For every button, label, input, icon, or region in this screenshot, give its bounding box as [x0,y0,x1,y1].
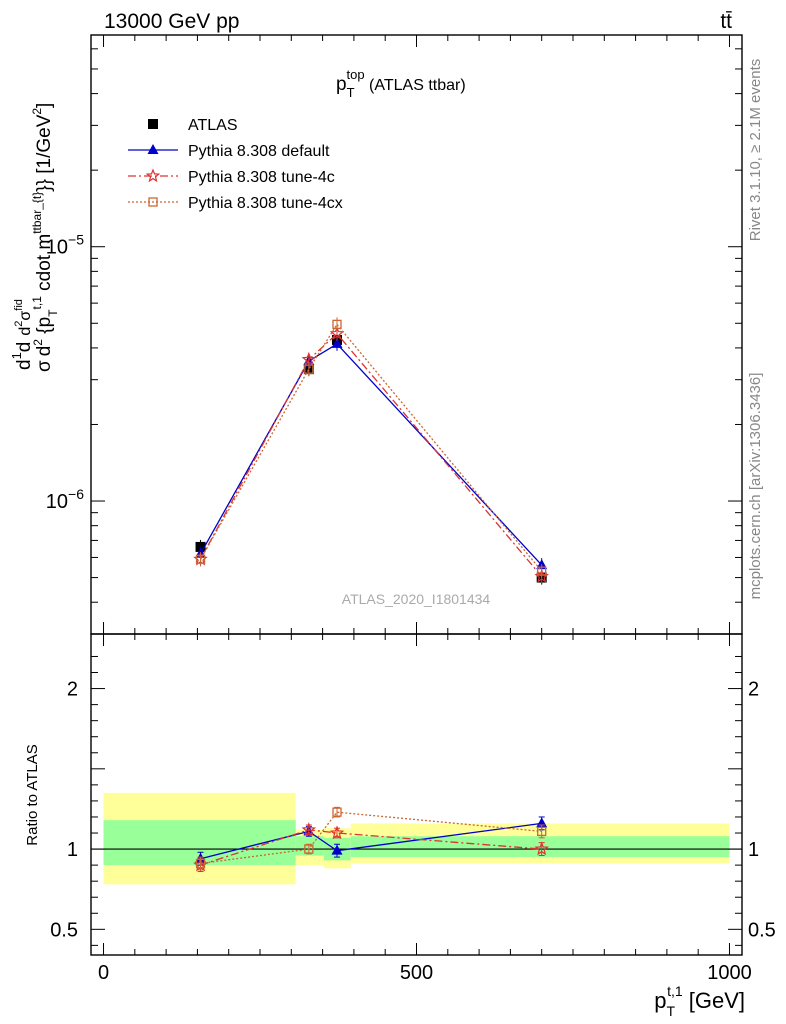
main-y-tick-label: 10−5 [46,232,84,259]
point-pythia-8-308-tune-4cx [332,319,342,330]
header-process-label: tt̄ [720,10,732,33]
series-atlas [195,332,547,585]
analysis-watermark: ATLAS_2020_I1801434 [342,591,491,607]
main-ylabel-line2: σd2 {pTt,1 cdot mttbar_{t}}} [1/GeV2] [30,103,60,372]
legend-marker [147,144,159,154]
main-title-sub: T [347,85,355,100]
header-energy-label: 13000 GeV pp [104,10,239,33]
ratio-point-pythia-8-308-tune-4cx [195,858,206,869]
ratio-point-pythia-8-308-tune-4cx [304,844,314,854]
ratio-point-pythia-8-308-tune-4c [301,822,317,837]
mcplots-label: mcplots.cern.ch [arXiv:1306.3436] [747,373,764,600]
ratio-y-tick-label-right: 2 [748,679,759,701]
xaxis-label-sub: T [667,1003,676,1019]
xaxis-label-p: p [654,988,666,1013]
main-title-p: p [336,74,347,95]
ratio-line-pythia-8-308-tune-4cx [200,811,542,865]
legend-label: Pythia 8.308 tune-4cx [188,195,343,212]
point-pythia-8-308-tune-4cx [537,566,547,576]
x-tick-label: 1000 [707,962,752,984]
main-series-layer [193,317,549,585]
ratio-point-pythia-8-308-tune-4cx [332,807,342,817]
x-tick-label: 500 [400,962,433,984]
series-pythia-8-308-default [195,336,548,573]
legend-marker [145,168,161,183]
series-line-pythia-8-308-tune-4c [199,332,543,577]
legend-marker [148,119,158,129]
ratio-y-tick-label: 1 [67,839,78,861]
legend-entry: Pythia 8.308 default [128,143,330,160]
ratio-point-pythia-8-308-default [331,844,343,855]
x-tick-label: 0 [98,962,109,984]
series-line-pythia-8-308-default [199,343,543,566]
series-pythia-8-308-tune-4cx [195,317,547,579]
ratio-series-pythia-8-308-tune-4cx [195,806,547,871]
legend-entry: ATLAS [148,117,238,134]
ratio-line-pythia-8-308-default [200,822,542,860]
legend-label: Pythia 8.308 default [188,143,330,160]
legend-label: Pythia 8.308 tune-4c [188,169,335,186]
main-y-tick-label: 10−6 [46,486,84,513]
legend-marker [148,197,158,207]
series-line-pythia-8-308-tune-4cx [199,323,543,572]
xaxis-label-rest: [GeV] [683,988,745,1013]
axes-layer: 0 500 1000 10−6 10−5 0.5 0.5 1 1 2 2 [46,34,776,984]
ratio-point-pythia-8-308-tune-4c [329,825,345,840]
ratio-y-tick-label-right: 1 [748,839,759,861]
legend-entry: Pythia 8.308 tune-4cx [128,195,343,212]
point-pythia-8-308-tune-4cx [304,364,314,374]
legend-entry: Pythia 8.308 tune-4c [128,168,335,186]
ratio-y-tick-label-right: 0.5 [748,919,776,941]
legend-label: ATLAS [188,117,238,134]
main-title: pTtop (ATLAS ttbar) [336,67,466,100]
ratio-line-pythia-8-308-tune-4c [200,829,542,866]
ratio-ylabel: Ratio to ATLAS [24,744,41,845]
main-title-sup: top [347,67,365,82]
ratio-uncertainty-bands [91,792,742,885]
stat-uncertainty-band-1 [295,836,324,856]
main-ylabel: d1dd2σfid σd2 {pTt,1 cdot mttbar_{t}}} [… [9,103,60,372]
ratio-point-pythia-8-308-tune-4cx [537,826,547,837]
point-pythia-8-308-tune-4cx [195,554,206,564]
main-title-rest: (ATLAS ttbar) [365,77,466,94]
xaxis-label-sup: t,1 [667,983,683,999]
rivet-version-label: Rivet 3.1.10, ≥ 2.1M events [747,59,764,242]
ratio-y-tick-label: 2 [67,679,78,701]
ratio-point-pythia-8-308-tune-4c [534,841,549,856]
legend: ATLAS Pythia 8.308 default Pythia 8.308 tu… [128,117,343,212]
xaxis-label: pTt,1 [GeV] [654,983,745,1019]
point-pythia-8-308-tune-4c [329,326,345,340]
ratio-y-tick-label: 0.5 [50,919,78,941]
ratio-series-layer [193,806,549,873]
point-pythia-8-308-default [331,337,343,348]
